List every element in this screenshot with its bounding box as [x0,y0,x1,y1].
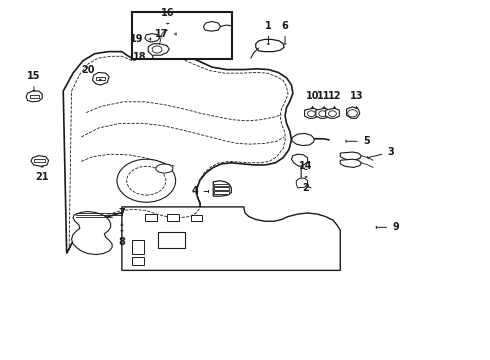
Bar [34,159,45,162]
Text: 7: 7 [119,208,125,225]
Polygon shape [26,91,42,102]
Polygon shape [31,156,49,166]
Text: 17: 17 [155,29,176,39]
Polygon shape [292,134,315,145]
Polygon shape [256,40,284,51]
Bar [132,12,232,59]
Text: 21: 21 [35,167,49,182]
Text: 14: 14 [299,161,313,171]
Circle shape [329,111,336,117]
Polygon shape [148,44,169,55]
Text: 18: 18 [133,52,153,62]
Polygon shape [305,108,318,118]
Text: 6: 6 [282,21,289,44]
Polygon shape [213,181,231,196]
Bar [132,257,144,265]
Bar [214,187,229,190]
Bar [145,214,157,221]
Polygon shape [326,108,339,118]
Text: 16: 16 [161,8,174,24]
Text: 1: 1 [265,21,272,44]
Bar [214,184,229,186]
Bar [96,77,105,80]
Polygon shape [292,154,308,166]
Polygon shape [63,51,293,253]
Ellipse shape [156,164,173,173]
Text: 9: 9 [376,222,399,232]
Polygon shape [72,212,112,255]
Circle shape [319,111,327,117]
Text: 13: 13 [350,91,363,108]
Bar [214,191,229,194]
Text: 15: 15 [27,71,41,91]
Bar [30,95,39,98]
Text: 12: 12 [328,91,341,108]
Bar [191,215,202,221]
Text: 3: 3 [368,147,394,159]
Circle shape [308,111,316,117]
Polygon shape [316,108,330,118]
Text: 2: 2 [303,177,310,193]
Bar [132,240,144,253]
Circle shape [347,110,357,117]
Polygon shape [145,34,159,42]
Circle shape [117,159,175,202]
Polygon shape [93,72,109,85]
Circle shape [152,46,162,53]
Text: 10: 10 [306,91,319,108]
Text: 19: 19 [130,34,151,44]
Bar [167,214,179,221]
Polygon shape [203,22,220,31]
Text: 8: 8 [119,231,125,247]
Polygon shape [340,152,361,160]
Bar [158,232,185,248]
Polygon shape [122,207,340,270]
Polygon shape [296,178,308,188]
Text: 11: 11 [318,91,331,108]
Polygon shape [340,159,361,167]
Text: 20: 20 [81,64,101,81]
Text: 4: 4 [192,186,209,197]
Circle shape [127,166,166,195]
Polygon shape [346,107,360,118]
Text: 5: 5 [346,136,369,146]
